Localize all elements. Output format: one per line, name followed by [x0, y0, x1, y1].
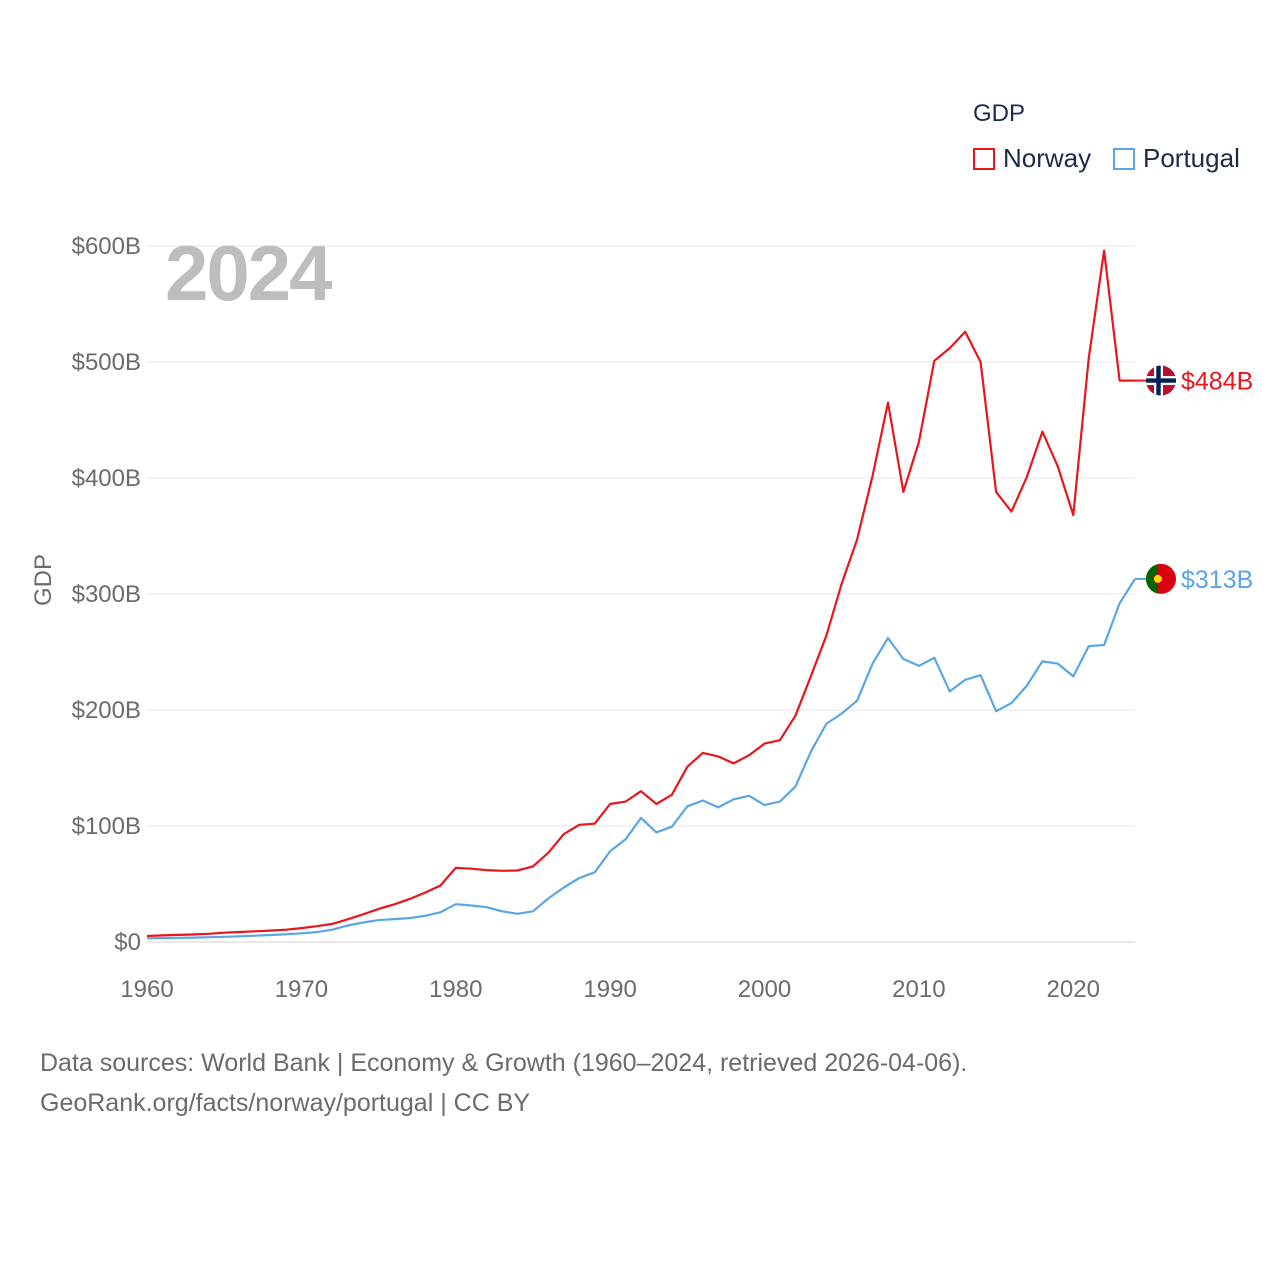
x-axis-ticks: 1960 1970 1980 1990 2000 2010 2020	[120, 976, 1100, 1003]
legend-swatch-portugal	[1113, 147, 1135, 170]
y-tick-label: $300B	[72, 581, 141, 608]
legend-swatch-norway	[973, 147, 995, 170]
y-tick-label: $0	[114, 929, 141, 956]
x-tick-label: 2000	[738, 976, 791, 1003]
x-tick-label: 2020	[1047, 976, 1100, 1003]
series-end-markers: $484B $313B	[1135, 365, 1253, 594]
x-tick-label: 1990	[583, 976, 636, 1003]
grid-lines	[147, 245, 1135, 943]
x-tick-label: 1960	[120, 976, 173, 1003]
y-tick-label: $200B	[72, 697, 141, 724]
series-end-label: $313B	[1181, 566, 1253, 594]
legend-item-norway[interactable]: Norway	[973, 143, 1091, 174]
legend-label-norway: Norway	[1003, 143, 1092, 173]
legend-item-portugal[interactable]: Portugal	[1113, 143, 1240, 174]
legend-label-portugal: Portugal	[1143, 143, 1240, 173]
x-tick-label: 1980	[429, 976, 482, 1003]
series-end-label: $484B	[1181, 368, 1253, 396]
data-source-footer: Data sources: World Bank | Economy & Gro…	[40, 1043, 967, 1123]
y-tick-label: $400B	[72, 465, 141, 492]
series-lines	[146, 249, 1136, 940]
portugal-flag-icon	[1146, 563, 1176, 594]
year-label: 2024	[165, 229, 333, 317]
legend-title: GDP	[973, 100, 1026, 127]
y-axis-ticks: $0 $100B $200B $300B $400B $500B $600B	[72, 233, 141, 956]
y-tick-label: $500B	[72, 349, 141, 376]
y-tick-label: $100B	[72, 813, 141, 840]
series-line-portugal	[146, 578, 1136, 940]
x-tick-label: 1970	[275, 976, 328, 1003]
footer-line-1: Data sources: World Bank | Economy & Gro…	[40, 1049, 968, 1077]
norway-flag-icon	[1146, 365, 1176, 396]
y-tick-label: $600B	[72, 233, 141, 260]
y-axis-title: GDP	[30, 554, 57, 606]
x-tick-label: 2010	[892, 976, 945, 1003]
footer-line-2[interactable]: GeoRank.org/facts/norway/portugal | CC B…	[40, 1089, 531, 1117]
series-line-norway	[146, 249, 1135, 938]
